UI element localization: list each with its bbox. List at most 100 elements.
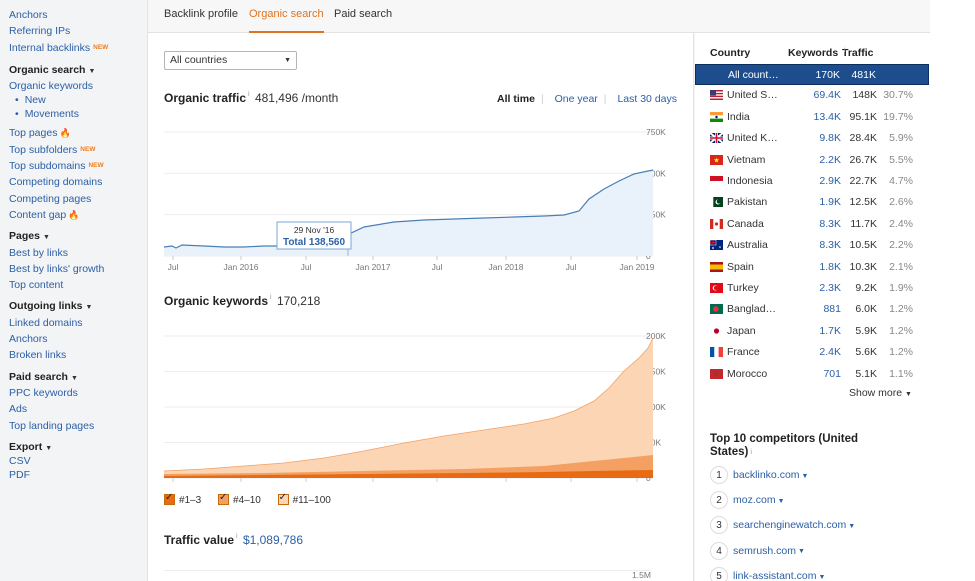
country-row[interactable]: Australia 8.3K 10.5K 2.2%	[695, 235, 929, 256]
legend-top3[interactable]: #1–3	[164, 492, 201, 506]
sidebar-item-content-gap-label: Content gap	[9, 208, 67, 221]
sidebar-item-top-subdomains[interactable]: Top subdomains NEW	[9, 158, 147, 174]
sidebar-item-top-content[interactable]: Top content	[9, 277, 147, 293]
country-keywords[interactable]: 2.2K	[819, 153, 841, 166]
competitor-domain-link[interactable]: searchenginewatch.com	[733, 519, 847, 532]
sidebar-item-anchors[interactable]: Anchors	[9, 331, 147, 347]
country-keywords[interactable]: 2.4K	[819, 346, 841, 359]
country-name: Australia	[727, 239, 768, 252]
sidebar-item-ppc-keywords[interactable]: PPC keywords	[9, 385, 147, 401]
country-row[interactable]: Canada 8.3K 11.7K 2.4%	[695, 214, 929, 235]
info-icon[interactable]: i	[236, 533, 238, 540]
country-row[interactable]: Spain 1.8K 10.3K 2.1%	[695, 257, 929, 278]
info-icon[interactable]: i	[248, 91, 250, 98]
period-all-time[interactable]: All time	[497, 93, 535, 105]
period-last-30-days[interactable]: Last 30 days	[617, 93, 677, 105]
sidebar-item-top-subfolders[interactable]: Top subfolders NEW	[9, 142, 147, 158]
sidebar-item-content-gap[interactable]: Content gap 🔥	[9, 207, 147, 223]
period-one-year[interactable]: One year	[554, 93, 598, 105]
country-row[interactable]: Pakistan 1.9K 12.5K 2.6%	[695, 192, 929, 213]
country-keywords[interactable]: 9.8K	[819, 132, 841, 145]
competitor-domain-link[interactable]: moz.com	[733, 493, 776, 506]
sidebar-item-competing-pages[interactable]: Competing pages	[9, 191, 147, 207]
sidebar-item-anchors[interactable]: Anchors	[9, 7, 147, 23]
sidebar-head-export[interactable]: Export ▼	[9, 440, 53, 453]
country-row[interactable]: ★ Vietnam 2.2K 26.7K 5.5%	[695, 150, 929, 171]
country-row[interactable]: United S… 69.4K 148K 30.7%	[695, 85, 929, 106]
country-keywords[interactable]: 1.9K	[819, 196, 841, 209]
competitor-item: 2 moz.com ▼	[710, 491, 785, 515]
tab-paid-search[interactable]: Paid search	[334, 8, 393, 20]
sidebar-item-pdf[interactable]: PDF	[9, 468, 30, 481]
caret-down-icon[interactable]: ▼	[798, 548, 805, 556]
legend-top100[interactable]: #11–100	[277, 492, 331, 506]
caret-down-icon[interactable]: ▼	[818, 573, 826, 581]
country-row[interactable]: United K… 9.8K 28.4K 5.9%	[695, 128, 929, 149]
country-traffic: 5.1K	[855, 367, 877, 380]
sidebar-item-best-by-links[interactable]: Best by links	[9, 245, 147, 261]
sidebar-item-referring-ips[interactable]: Referring IPs	[9, 23, 147, 39]
caret-down-icon[interactable]: ▼	[848, 523, 856, 531]
caret-down-icon[interactable]: ▼	[777, 497, 785, 505]
flag-jp-icon	[710, 325, 723, 336]
country-row[interactable]: Japan 1.7K 5.9K 1.2%	[695, 321, 929, 342]
country-row[interactable]: Indonesia 2.9K 22.7K 4.7%	[695, 171, 929, 192]
competitor-domain-link[interactable]: link-assistant.com	[733, 569, 817, 581]
tab-backlink-profile[interactable]: Backlink profile	[164, 8, 238, 20]
country-keywords[interactable]: 8.3K	[819, 217, 841, 230]
country-keywords[interactable]: 1.7K	[819, 324, 841, 337]
country-keywords[interactable]: 8.3K	[819, 239, 841, 252]
country-keywords[interactable]: 881	[823, 303, 841, 316]
sidebar-item-competing-domains[interactable]: Competing domains	[9, 174, 147, 190]
col-keywords[interactable]: Keywords	[788, 47, 839, 59]
main-panel: All countries ▼ Organic traffic i 481,496…	[148, 33, 694, 581]
country-traffic: 11.7K	[850, 217, 877, 230]
caret-down-icon[interactable]: ▼	[801, 472, 809, 480]
country-keywords[interactable]: 69.4K	[813, 89, 841, 102]
organic-keywords-heading: Organic keywords i 170,218	[164, 294, 320, 308]
sidebar-item-movements[interactable]: Movements	[9, 108, 147, 122]
sidebar-item-csv[interactable]: CSV	[9, 455, 31, 468]
country-name: France	[727, 346, 760, 359]
sidebar-item-new[interactable]: New	[9, 94, 147, 108]
country-keywords[interactable]: 1.8K	[819, 260, 841, 273]
sidebar-item-top-landing-pages[interactable]: Top landing pages	[9, 418, 147, 434]
sidebar-item-broken-links[interactable]: Broken links	[9, 347, 147, 363]
country-keywords[interactable]: 2.9K	[819, 175, 841, 187]
sidebar-item-organic-keywords[interactable]: Organic keywords	[9, 78, 147, 94]
country-keywords[interactable]: 701	[823, 367, 841, 380]
tooltip-date: 29 Nov '16	[294, 225, 335, 235]
organic-keywords-value: 170,218	[276, 294, 321, 308]
show-more-link[interactable]: Show more ▼	[849, 387, 912, 399]
country-row[interactable]: ☆ Morocco 701 5.1K 1.1%	[695, 364, 929, 385]
sidebar-item-lost[interactable]: Lost	[9, 0, 147, 7]
tab-organic-search[interactable]: Organic search	[249, 8, 324, 33]
country-keywords[interactable]: 13.4K	[813, 110, 841, 123]
competitor-domain-link[interactable]: semrush.com	[733, 544, 797, 557]
country-keywords[interactable]: 2.3K	[819, 282, 841, 294]
sidebar-item-internal-backlinks[interactable]: Internal backlinks NEW	[9, 40, 147, 56]
country-select-value: All countries	[170, 54, 228, 66]
country-row[interactable]: France 2.4K 5.6K 1.2%	[695, 342, 929, 363]
sidebar-head-pages[interactable]: Pages ▼	[9, 230, 50, 243]
competitor-domain-link[interactable]: backlinko.com	[733, 468, 800, 481]
sidebar-head-organic-search[interactable]: Organic search ▼	[9, 63, 96, 76]
country-traffic: 6.0K	[855, 303, 877, 316]
svg-text:☆: ☆	[714, 371, 719, 378]
country-row[interactable]: Turkey 2.3K 9.2K 1.9%	[695, 278, 929, 299]
info-icon[interactable]: i	[270, 294, 272, 301]
country-select[interactable]: All countries ▼	[164, 51, 297, 70]
country-row[interactable]: India 13.4K 95.1K 19.7%	[695, 107, 929, 128]
sidebar-item-best-by-links-growth[interactable]: Best by links' growth	[9, 261, 147, 277]
sidebar-head-paid-search[interactable]: Paid search ▼	[9, 370, 78, 383]
legend-top10[interactable]: #4–10	[218, 492, 261, 506]
country-row[interactable]: All count… 170K 481K	[695, 64, 929, 86]
country-row[interactable]: Banglad… 881 6.0K 1.2%	[695, 299, 929, 320]
sidebar-item-ads[interactable]: Ads	[9, 401, 147, 417]
sidebar-head-outgoing-links[interactable]: Outgoing links ▼	[9, 300, 93, 313]
sidebar-item-linked-domains[interactable]: Linked domains	[9, 315, 147, 331]
country-keywords[interactable]: 170K	[815, 69, 840, 81]
sidebar-item-top-pages[interactable]: Top pages 🔥	[9, 125, 147, 141]
